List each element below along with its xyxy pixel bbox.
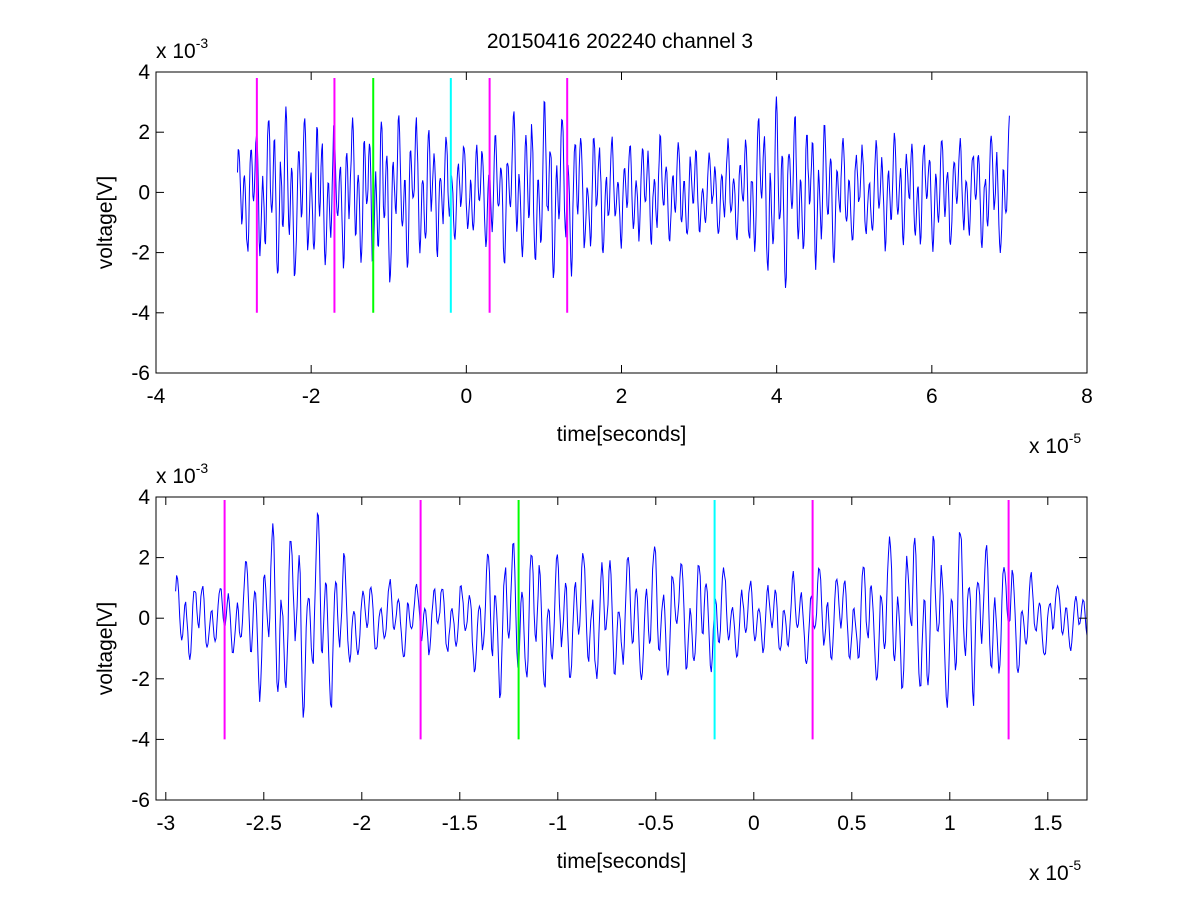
bottom-x-axis-label: time[seconds] — [557, 850, 687, 873]
bottom-y-ticks: -6 -4 -2 0 2 4 — [131, 486, 1087, 812]
bottom-panel: -3 -2.5 -2 -1.5 -1 -0.5 0 0.5 1 1.5 -6 -4 -2 0 2 4 tim… — [94, 460, 1088, 885]
top-x-tick-label: 8 — [1081, 385, 1093, 408]
bottom-x-tick-label: -2 — [352, 812, 371, 835]
top-x-tick-label: -2 — [302, 385, 321, 408]
bottom-x-tick-label: -3 — [156, 812, 175, 835]
top-x-exponent-label: x 10-5 — [1029, 430, 1081, 458]
top-x-exponent-base: x 10 — [1029, 435, 1069, 458]
bottom-x-tick-label: -1.5 — [442, 812, 478, 835]
bottom-x-ticks: -3 -2.5 -2 -1.5 -1 -0.5 0 0.5 1 1.5 — [156, 497, 1062, 835]
bottom-signal-line — [175, 511, 1088, 718]
bottom-x-tick-label: 0 — [748, 812, 760, 835]
top-y-exponent-base: x 10 — [156, 40, 196, 63]
bottom-y-tick-label: -2 — [131, 668, 150, 691]
bottom-y-tick-label: -4 — [131, 728, 150, 751]
top-y-exponent-power: -3 — [196, 35, 209, 51]
bottom-y-exponent-power: -3 — [196, 460, 209, 476]
top-series-layer — [237, 96, 1010, 288]
bottom-series-layer — [175, 511, 1088, 718]
bottom-x-tick-label: -0.5 — [638, 812, 674, 835]
bottom-y-exponent-base: x 10 — [156, 465, 196, 488]
bottom-y-tick-label: 0 — [138, 607, 150, 630]
top-y-exponent-label: x 10-3 — [156, 35, 208, 63]
chart-title: 20150416 202240 channel 3 — [487, 30, 753, 53]
top-y-ticks: -6 -4 -2 0 2 4 — [131, 61, 1087, 385]
top-signal-line — [237, 96, 1010, 288]
bottom-x-exponent-base: x 10 — [1029, 862, 1069, 885]
bottom-x-tick-label: -2.5 — [246, 812, 282, 835]
top-y-tick-label: -4 — [131, 302, 150, 325]
top-y-tick-label: 2 — [138, 121, 150, 144]
bottom-y-tick-label: -6 — [131, 789, 150, 812]
top-y-tick-label: -2 — [131, 242, 150, 265]
top-x-tick-label: 0 — [460, 385, 472, 408]
top-x-ticks: -4 -2 0 2 4 6 8 — [147, 72, 1093, 408]
bottom-x-tick-label: -1 — [548, 812, 567, 835]
top-y-tick-label: 4 — [138, 61, 150, 84]
top-x-tick-label: -4 — [147, 385, 166, 408]
top-x-exponent-power: -5 — [1069, 430, 1082, 446]
bottom-x-tick-label: 0.5 — [837, 812, 866, 835]
top-x-tick-label: 2 — [616, 385, 628, 408]
top-y-tick-label: 0 — [138, 181, 150, 204]
bottom-y-tick-label: 4 — [138, 486, 150, 509]
top-x-tick-label: 6 — [926, 385, 938, 408]
bottom-x-exponent-label: x 10-5 — [1029, 857, 1081, 885]
top-y-tick-label: -6 — [131, 362, 150, 385]
bottom-x-tick-label: 1 — [944, 812, 956, 835]
top-x-tick-label: 4 — [771, 385, 783, 408]
bottom-y-axis-label: voltage[V] — [94, 602, 117, 695]
top-y-axis-label: voltage[V] — [94, 176, 117, 269]
bottom-y-tick-label: 2 — [138, 547, 150, 570]
bottom-x-tick-label: 1.5 — [1033, 812, 1062, 835]
top-x-axis-label: time[seconds] — [557, 423, 687, 446]
top-marker-layer — [255, 78, 569, 313]
bottom-x-exponent-power: -5 — [1069, 857, 1082, 873]
bottom-y-exponent-label: x 10-3 — [156, 460, 208, 488]
bottom-axes-box — [155, 496, 1088, 801]
bottom-marker-layer — [223, 500, 1010, 740]
